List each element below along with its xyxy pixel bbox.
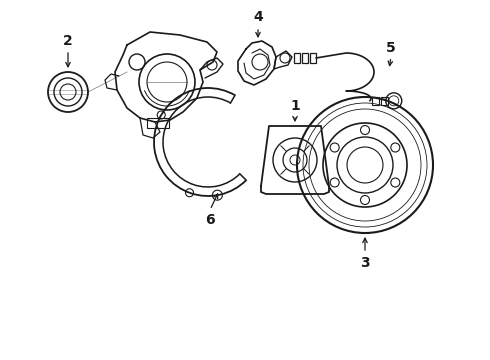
Text: 6: 6 bbox=[205, 213, 215, 227]
Text: 2: 2 bbox=[63, 34, 73, 48]
Text: 3: 3 bbox=[360, 256, 370, 270]
Text: 5: 5 bbox=[386, 41, 396, 55]
Text: 4: 4 bbox=[253, 10, 263, 24]
Text: 1: 1 bbox=[290, 99, 300, 113]
